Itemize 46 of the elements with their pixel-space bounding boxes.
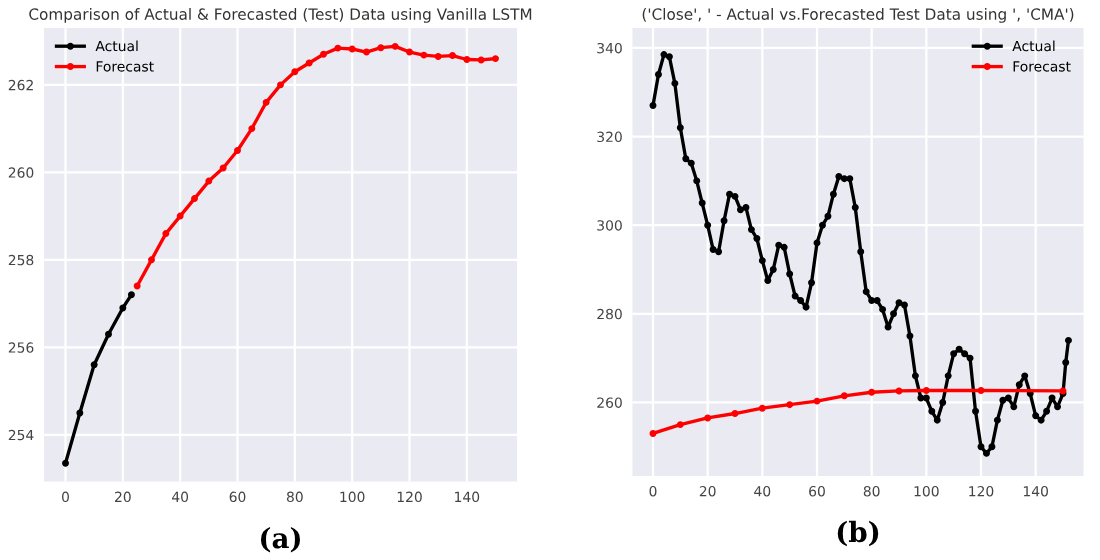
point — [90, 361, 98, 369]
point — [463, 56, 471, 63]
point — [176, 212, 184, 220]
point — [786, 401, 794, 409]
point — [895, 387, 903, 395]
point — [868, 388, 876, 396]
point — [477, 56, 485, 64]
point — [649, 429, 657, 437]
point — [305, 59, 313, 67]
point — [377, 44, 385, 52]
point — [76, 409, 84, 417]
point — [127, 291, 135, 299]
point — [320, 50, 327, 58]
point — [731, 410, 739, 417]
point — [205, 177, 213, 185]
point — [105, 330, 112, 338]
point — [840, 392, 848, 400]
point — [363, 48, 370, 56]
point — [492, 55, 499, 63]
point — [234, 147, 241, 154]
text: (a) — [260, 526, 300, 553]
point — [391, 42, 399, 50]
point — [191, 195, 198, 203]
point — [977, 387, 985, 394]
point — [133, 282, 141, 290]
point — [406, 48, 413, 56]
point — [348, 45, 356, 53]
point — [262, 98, 270, 106]
point — [119, 304, 127, 312]
point — [922, 387, 930, 394]
point — [248, 125, 256, 133]
point — [162, 230, 170, 238]
point — [334, 44, 342, 52]
point — [758, 404, 766, 412]
point — [676, 421, 684, 429]
point — [434, 52, 442, 60]
point — [291, 68, 299, 76]
point — [813, 397, 821, 405]
text: (b) — [837, 520, 879, 547]
point — [449, 52, 456, 60]
point — [148, 256, 155, 264]
point — [277, 81, 284, 89]
point — [704, 414, 712, 422]
point — [219, 164, 227, 172]
point — [420, 51, 428, 59]
point — [62, 459, 69, 467]
